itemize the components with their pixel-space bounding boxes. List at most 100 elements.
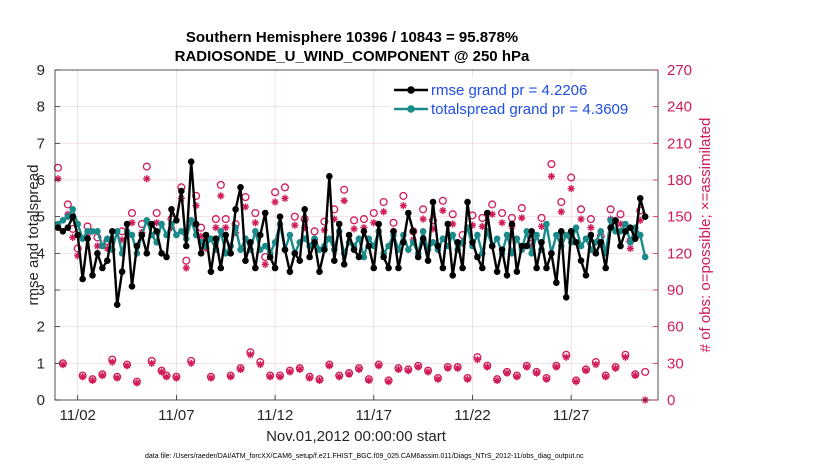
obs-assimilated-stroke-111-3 [602,373,609,380]
obs-assimilated-marker-38 [241,203,250,211]
obs-assimilated-stroke-37-3 [237,366,244,373]
obs-assimilated-stroke-118-3 [637,217,644,224]
plot-frame [54,69,659,401]
rmse-point-14 [123,220,131,228]
legend-rmse-marker [407,86,415,94]
obs-possible-marker-66 [379,197,388,207]
rmse-point-25 [178,187,185,195]
rmse-point-53 [316,268,323,275]
obs-assimilated-stroke-95-3 [523,363,530,371]
obs-assimilated-stroke-66-3 [380,208,387,215]
obs-assimilated-stroke-64-3 [370,219,377,226]
x-axis: 11/02 11/07 11/12 11/17 11/22 11/27 [59,395,589,424]
obs-assimilated-stroke-65-3 [375,362,382,369]
obs-assimilated-stroke-9-3 [99,372,106,379]
obs-assimilated-stroke-87-3 [484,363,491,371]
obs-assimilated-stroke-39-3 [247,351,254,358]
obs-assimilated-marker-7 [88,376,97,385]
totalspread-point-24 [173,231,180,239]
totalspread-point-7 [89,228,96,235]
rmse-point-95 [523,242,531,250]
obs-assimilated-marker-103 [562,353,570,361]
obs-possible-marker-32 [211,215,220,224]
rmse-point-3 [69,213,77,220]
obs-assimilated-marker-53 [315,376,324,385]
obs-assimilated-stroke-14-3 [124,362,131,369]
obs-assimilated-stroke-75-3 [425,368,432,375]
rmse-point-75 [424,257,432,264]
obs-assimilated-marker-116 [626,244,634,253]
totalspread-point-12 [113,228,121,235]
totalspread-point-112 [607,217,614,224]
totalspread-point-95 [523,228,531,235]
rmse-series [54,158,649,308]
obs-assimilated-marker-70 [399,202,407,210]
rmse-point-49 [296,257,304,264]
y-tick-label-8: 8 [37,99,45,116]
rmse-point-22 [163,253,170,261]
rmse-point-105 [572,239,580,246]
obs-assimilated-marker-59 [345,370,353,378]
rmse-point-34 [222,231,230,239]
obs-possible-marker-34 [221,215,230,224]
obs-possible-marker-114 [616,210,625,219]
legend-spread-marker [407,105,415,113]
obs-assimilated-marker-51 [306,374,314,382]
rmse-point-73 [414,253,422,261]
totalspread-point-97 [533,231,540,239]
x-tick-label-3: 11/17 [356,407,392,424]
obs-assimilated-stroke-108-3 [587,224,594,231]
rmse-point-93 [513,268,521,275]
obs-possible-marker-62 [359,215,368,224]
obs-assimilated-stroke-117-3 [632,372,639,379]
obs-assimilated-stroke-40-3 [252,219,259,226]
totalspread-point-47 [286,231,294,239]
y-tick-label-2: 2 [37,319,45,336]
obs-assimilated-marker-71 [404,367,412,375]
obs-assimilated-marker-83 [463,375,472,383]
obs-assimilated-stroke-115-3 [622,354,629,361]
obs-assimilated-marker-22 [162,373,171,381]
obs-possible-marker-40 [251,208,260,218]
rmse-point-81 [454,239,461,246]
rmse-point-32 [212,235,220,242]
obs-assimilated-marker-0 [54,175,62,183]
obs-assimilated-marker-90 [498,219,506,227]
totalspread-point-61 [355,235,363,242]
obs-assimilated-marker-63 [365,376,373,385]
obs-assimilated-stroke-113-3 [612,365,619,372]
totalspread-point-93 [513,235,521,242]
obs-possible-marker-106 [576,205,586,214]
obs-possible-marker-78 [438,196,447,205]
legend-spread-label: totalspread grand pr = 4.3609 [431,101,628,118]
y-axis-label: rmse and totalspread [25,165,42,306]
rmse-point-117 [632,235,639,242]
obs-assimilated-marker-24 [172,374,180,382]
rmse-point-20 [153,228,160,235]
rmse-point-23 [168,206,175,213]
rmse-point-109 [592,250,600,257]
x-tick-label-2: 11/12 [257,407,293,424]
totalspread-point-106 [577,242,585,250]
obs-assimilated-stroke-1-3 [59,361,66,368]
rmse-point-74 [419,235,427,242]
rmse-point-102 [557,228,565,235]
rmse-point-116 [627,224,634,231]
rmse-point-45 [276,213,284,220]
obs-possible-marker-70 [399,191,408,200]
rmse-point-55 [326,173,333,180]
rmse-point-29 [197,250,205,257]
rmse-point-112 [607,224,614,231]
rmse-point-118 [636,195,644,202]
obs-assimilated-stroke-32-3 [212,224,219,231]
obs-assimilated-marker-73 [414,363,422,371]
rmse-point-66 [380,253,387,261]
totalspread-point-25 [178,228,185,235]
rmse-point-103 [562,294,570,301]
obs-possible-marker-48 [290,212,299,221]
obs-possible-marker-2 [63,200,72,209]
y-axis-left: 0 1 2 3 4 5 6 7 8 9 [37,62,60,409]
obs-assimilated-stroke-60-3 [351,225,358,232]
obs-assimilated-stroke-19-3 [148,360,155,367]
obs-assimilated-stroke-83-3 [464,376,471,383]
